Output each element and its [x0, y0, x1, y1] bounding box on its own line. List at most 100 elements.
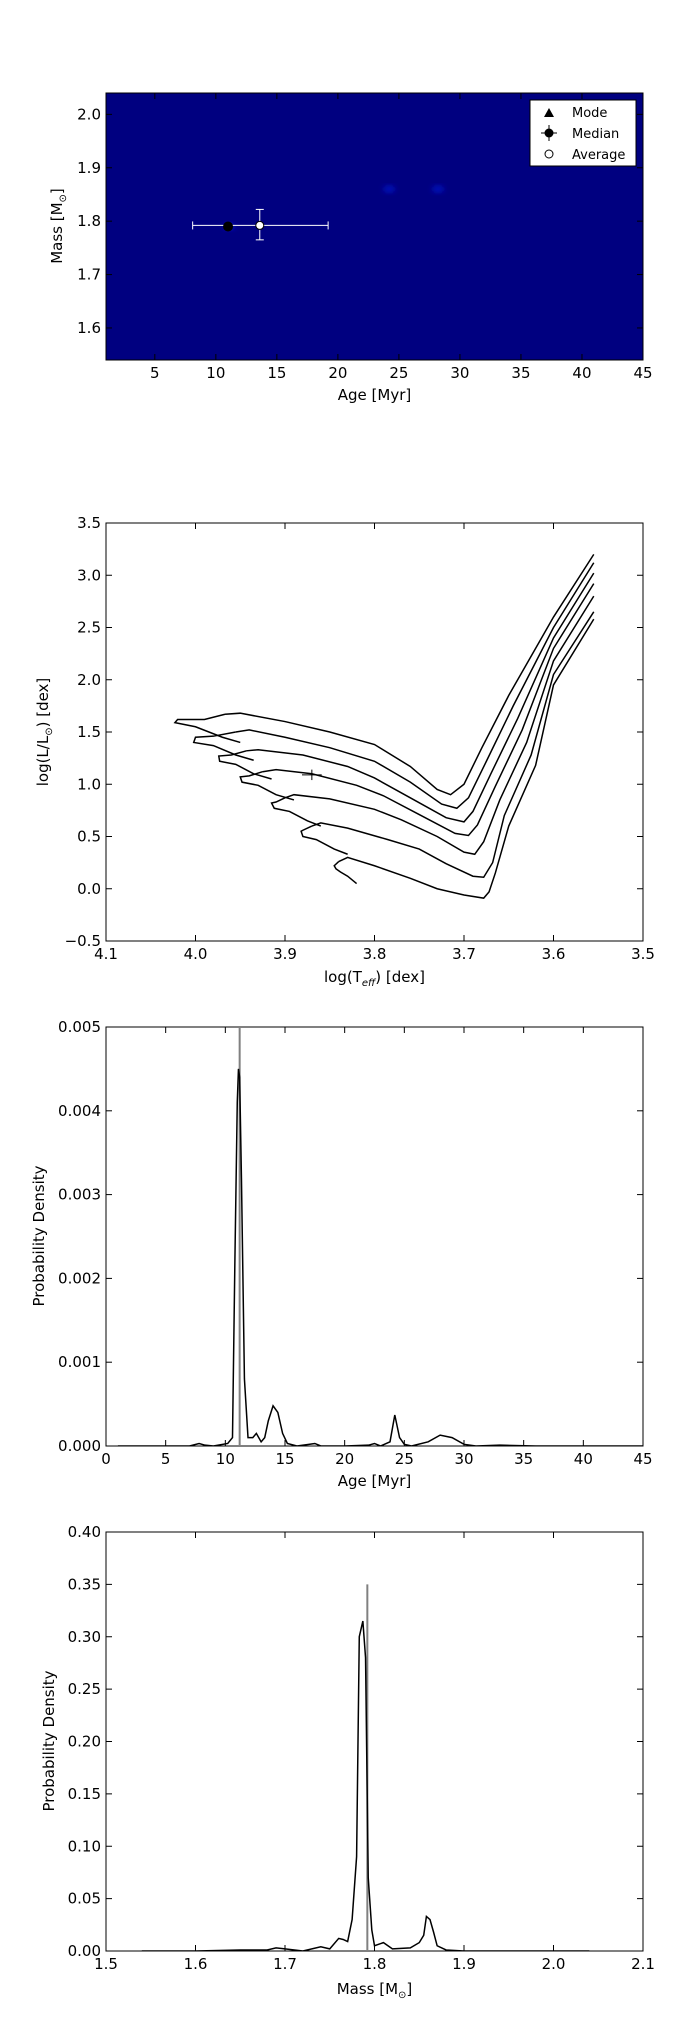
x-tick-label: 40 [572, 364, 591, 382]
x-tick-label: 1.5 [94, 1955, 118, 1973]
y-tick-label: 2.0 [77, 105, 101, 123]
legend-median-marker [544, 128, 554, 138]
plot-frame [105, 1026, 644, 1447]
y-tick-label: 0.35 [68, 1575, 101, 1593]
y-tick-label: 0.40 [68, 1523, 101, 1541]
y-tick-label: 0.005 [58, 1018, 101, 1036]
x-tick-label: 0 [101, 1450, 111, 1468]
y-tick-label: 0.002 [58, 1269, 101, 1287]
x-tick-label: 2.0 [542, 1955, 566, 1973]
y-tick-label: 0.0 [77, 880, 101, 898]
panel-2-hr-diagram: 4.1 4.0 3.9 3.8 3.7 3.6 3.5 −0.5 0.0 0.5 1.0 1.5 2.0… [34, 514, 655, 989]
x-tick-label: 1.6 [184, 1955, 208, 1973]
y-tick-label: 0.004 [58, 1102, 101, 1120]
heatmap-hotspot [431, 186, 444, 193]
y-tick-label: 0.001 [58, 1353, 101, 1371]
isochrone-hook [239, 770, 295, 801]
x-tick-label: 1.8 [363, 1955, 387, 1973]
isochrone-line [224, 553, 595, 796]
y-tick-label: 1.6 [77, 319, 101, 337]
x-tick-label: 20 [328, 364, 347, 382]
isochrone-hook [270, 797, 322, 827]
y-tick-label: 0.000 [58, 1437, 101, 1455]
x-axis-label: Mass [M⊙] [337, 1980, 413, 2001]
isochrone-hook [300, 825, 348, 855]
x-tick-label: 4.0 [184, 945, 208, 963]
isochrone-line [235, 562, 595, 810]
isochrone-line [311, 611, 595, 879]
panel-3-age-pdf: 0 5 10 15 20 25 30 35 40 45 0.000 0.001 0.002 0.003 0.… [30, 1018, 653, 1490]
y-tick-label: 0.10 [68, 1837, 101, 1855]
y-tick-label: 1.9 [77, 159, 101, 177]
y-tick-label: 2.5 [77, 619, 101, 637]
legend-mode-marker [544, 108, 554, 117]
isochrone-hook [333, 861, 358, 885]
x-tick-label: 3.8 [363, 945, 387, 963]
x-tick-label: 10 [216, 1450, 235, 1468]
y-tick-label: 0.5 [77, 828, 101, 846]
plot-frame [105, 92, 644, 361]
x-tick-label: 10 [206, 364, 225, 382]
isochrone-hook [192, 731, 254, 761]
x-tick-label: 3.5 [631, 945, 655, 963]
heatmap-hotspot [383, 186, 396, 193]
legend-average-label: Average [572, 148, 625, 163]
x-axis-label: Age [Myr] [338, 386, 411, 404]
y-tick-label: 3.5 [77, 514, 101, 532]
mass-pdf-line [141, 1620, 590, 1951]
isochrone-line [338, 618, 595, 899]
x-tick-label: 4.1 [94, 945, 118, 963]
isochrone-line [284, 595, 595, 856]
y-axis-label: Probability Density [40, 1670, 58, 1811]
legend: Mode Median Average [529, 99, 637, 167]
y-tick-label: 1.5 [77, 723, 101, 741]
isochrone-line [246, 572, 595, 823]
x-tick-label: 30 [450, 364, 469, 382]
isochrone-hook [173, 713, 241, 744]
x-tick-label: 25 [389, 364, 408, 382]
y-tick-label: 0.15 [68, 1785, 101, 1803]
plot-frame [105, 1531, 644, 1952]
x-tick-label: 3.9 [273, 945, 297, 963]
plot-frame [105, 522, 644, 942]
y-tick-label: 1.7 [77, 266, 101, 284]
legend-mode-label: Mode [572, 106, 607, 121]
y-tick-label: 0.20 [68, 1733, 101, 1751]
panel-4-mass-pdf: 1.5 1.6 1.7 1.8 1.9 2.0 2.1 0.00 0.05 0.10 0.15 0.2… [40, 1523, 655, 2001]
y-axis-label: log(L/L⊙) [dex] [34, 678, 55, 787]
legend-median-label: Median [572, 127, 619, 142]
average-marker [255, 220, 265, 230]
x-tick-label: 45 [633, 364, 652, 382]
x-tick-label: 30 [454, 1450, 473, 1468]
y-tick-label: 0.25 [68, 1680, 101, 1698]
y-tick-label: 0.05 [68, 1890, 101, 1908]
x-tick-label: 5 [161, 1450, 171, 1468]
x-tick-label: 2.1 [631, 1955, 655, 1973]
x-tick-label: 3.6 [542, 945, 566, 963]
x-tick-label: 5 [150, 364, 160, 382]
x-tick-label: 3.7 [452, 945, 476, 963]
y-tick-label: 2.0 [77, 671, 101, 689]
y-tick-label: 1.8 [77, 212, 101, 230]
x-tick-label: 1.9 [452, 1955, 476, 1973]
x-tick-label: 20 [335, 1450, 354, 1468]
y-axis-label: Probability Density [30, 1165, 48, 1306]
x-tick-label: 45 [633, 1450, 652, 1468]
y-tick-label: 0.003 [58, 1186, 101, 1204]
y-tick-label: 0.00 [68, 1942, 101, 1960]
y-axis-label: Mass [M⊙] [48, 188, 69, 264]
x-axis-label: log(Teff) [dex] [324, 968, 425, 989]
legend-average-marker [544, 149, 554, 159]
x-tick-label: 1.7 [273, 1955, 297, 1973]
y-tick-label: 1.0 [77, 775, 101, 793]
x-tick-label: 25 [395, 1450, 414, 1468]
y-tick-label: 0.30 [68, 1628, 101, 1646]
x-tick-label: 35 [514, 1450, 533, 1468]
x-axis-label: Age [Myr] [338, 1472, 411, 1490]
y-tick-label: 3.0 [77, 566, 101, 584]
x-tick-label: 35 [511, 364, 530, 382]
age-pdf-line [117, 1068, 643, 1446]
x-tick-label: 15 [275, 1450, 294, 1468]
x-tick-label: 15 [267, 364, 286, 382]
